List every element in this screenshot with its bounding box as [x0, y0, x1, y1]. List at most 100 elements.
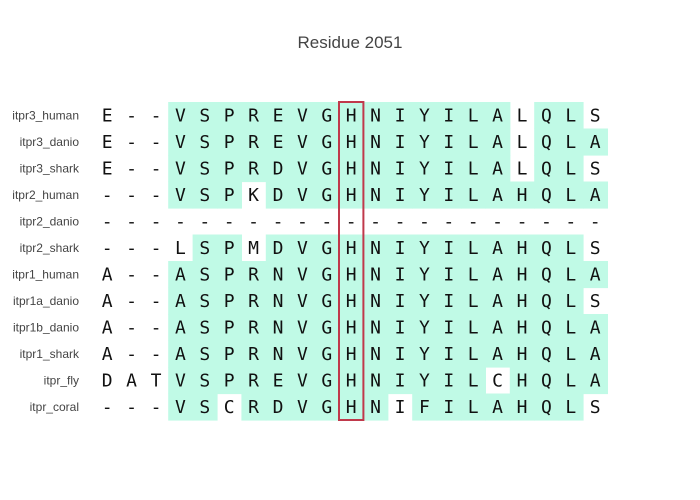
residue-letter: P [224, 185, 235, 206]
residue-letter: P [224, 344, 235, 365]
conserved-cell [363, 314, 389, 342]
conserved-cell [363, 128, 389, 156]
residue-letter: T [151, 370, 162, 391]
residue-letter: Q [541, 317, 552, 338]
conserved-cell [339, 287, 364, 315]
conserved-cell [436, 261, 462, 289]
residue-letter: A [492, 317, 503, 338]
conserved-cell [217, 261, 242, 289]
residue-letter: H [346, 105, 357, 126]
residue-letter: I [395, 370, 406, 391]
conserved-cell [583, 314, 608, 342]
residue-letter: Y [419, 264, 430, 285]
residue-letter: - [517, 211, 528, 232]
conserved-cell [412, 261, 438, 289]
residue-letter: H [517, 238, 528, 259]
residue-letter: - [151, 397, 162, 418]
residue-letter: H [517, 344, 528, 365]
residue-letter: S [590, 397, 601, 418]
residue-letter: F [419, 397, 430, 418]
conserved-cell [509, 367, 535, 395]
residue-letter: P [224, 158, 235, 179]
sequence-label: itpr_coral [30, 400, 79, 414]
residue-letter: L [565, 158, 576, 179]
conserved-cell [265, 128, 291, 156]
conserved-cell [412, 367, 438, 395]
residue-letter: Y [419, 238, 430, 259]
residue-letter: L [468, 132, 479, 153]
residue-letter: E [273, 132, 284, 153]
conserved-cell [241, 367, 267, 395]
conserved-cell [339, 234, 364, 262]
residue-letter: - [175, 211, 186, 232]
conserved-cell [217, 102, 242, 130]
residue-letter: Q [541, 105, 552, 126]
conserved-cell [509, 340, 535, 368]
conserved-cell [192, 393, 218, 421]
conserved-cell [290, 155, 316, 183]
sequence-label: itpr1_shark [20, 347, 80, 361]
conserved-cell [265, 314, 291, 342]
residue-letter: - [273, 211, 284, 232]
conserved-cell [412, 234, 438, 262]
residue-letter: I [443, 264, 454, 285]
conserved-cell [241, 128, 267, 156]
residue-letter: - [126, 185, 137, 206]
residue-letter: A [590, 317, 601, 338]
residue-letter: A [102, 344, 113, 365]
conserved-cell [485, 234, 511, 262]
residue-letter: G [321, 317, 332, 338]
residue-letter: I [443, 370, 454, 391]
residue-letter: - [468, 211, 479, 232]
residue-letter: L [565, 185, 576, 206]
residue-letter: - [151, 211, 162, 232]
residue-letter: - [419, 211, 430, 232]
conserved-cell [265, 261, 291, 289]
conserved-cell [387, 287, 413, 315]
conserved-cell [290, 340, 316, 368]
residue-letter: V [175, 105, 186, 126]
residue-letter: I [395, 344, 406, 365]
residue-letter: E [273, 105, 284, 126]
residue-letter: S [590, 291, 601, 312]
conserved-cell [363, 287, 389, 315]
residue-letter: G [321, 291, 332, 312]
residue-letter: G [321, 158, 332, 179]
residue-letter: A [590, 370, 601, 391]
residue-letter: L [468, 344, 479, 365]
conserved-cell [314, 102, 340, 130]
conserved-cell [387, 234, 413, 262]
sequence-label: itpr1a_danio [13, 294, 79, 308]
residue-letter: S [199, 158, 210, 179]
residue-letter: N [370, 370, 381, 391]
conserved-cell [436, 181, 462, 209]
residue-letter: N [370, 132, 381, 153]
residue-letter: L [565, 105, 576, 126]
conserved-cell [583, 340, 608, 368]
conserved-cell [265, 102, 291, 130]
residue-letter: P [224, 370, 235, 391]
residue-letter: L [517, 105, 528, 126]
residue-letter: H [346, 397, 357, 418]
residue-letter: H [346, 185, 357, 206]
residue-letter: Q [541, 132, 552, 153]
conserved-cell [241, 393, 267, 421]
conserved-cell [290, 393, 316, 421]
residue-letter: S [590, 238, 601, 259]
sequence-label: itpr2_shark [20, 241, 80, 255]
residue-letter: N [370, 238, 381, 259]
conserved-cell [217, 314, 242, 342]
conserved-cell [168, 367, 194, 395]
residue-letter: A [590, 185, 601, 206]
residue-letter: - [151, 317, 162, 338]
conserved-cell [461, 287, 486, 315]
residue-letter: N [370, 105, 381, 126]
residue-letter: R [248, 105, 259, 126]
residue-letter: C [224, 397, 235, 418]
residue-letter: K [248, 185, 259, 206]
residue-letter: - [297, 211, 308, 232]
residue-letter: Q [541, 291, 552, 312]
residue-letter: Y [419, 185, 430, 206]
conserved-cell [436, 367, 462, 395]
conserved-cell [485, 181, 511, 209]
